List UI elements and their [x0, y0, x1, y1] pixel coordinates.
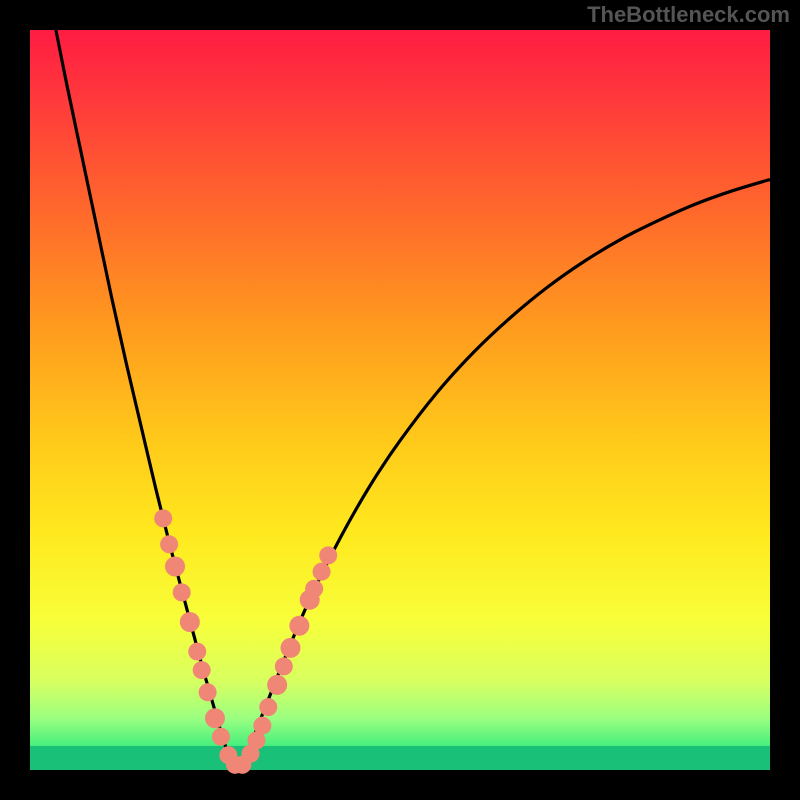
scatter-marker	[253, 717, 271, 735]
scatter-marker	[212, 728, 230, 746]
chart-container: TheBottleneck.com	[0, 0, 800, 800]
scatter-marker	[173, 583, 191, 601]
scatter-marker	[188, 643, 206, 661]
scatter-marker	[280, 638, 300, 658]
scatter-marker	[267, 675, 287, 695]
scatter-marker	[259, 698, 277, 716]
scatter-marker	[160, 535, 178, 553]
scatter-marker	[319, 546, 337, 564]
scatter-marker	[289, 616, 309, 636]
plot-background	[30, 30, 770, 770]
scatter-marker	[154, 509, 172, 527]
scatter-marker	[313, 563, 331, 581]
bottleneck-chart	[0, 0, 800, 800]
scatter-marker	[205, 708, 225, 728]
scatter-marker	[193, 661, 211, 679]
scatter-marker	[305, 580, 323, 598]
bottom-band	[30, 746, 770, 770]
scatter-marker	[165, 557, 185, 577]
scatter-marker	[275, 657, 293, 675]
scatter-marker	[180, 612, 200, 632]
scatter-marker	[199, 683, 217, 701]
